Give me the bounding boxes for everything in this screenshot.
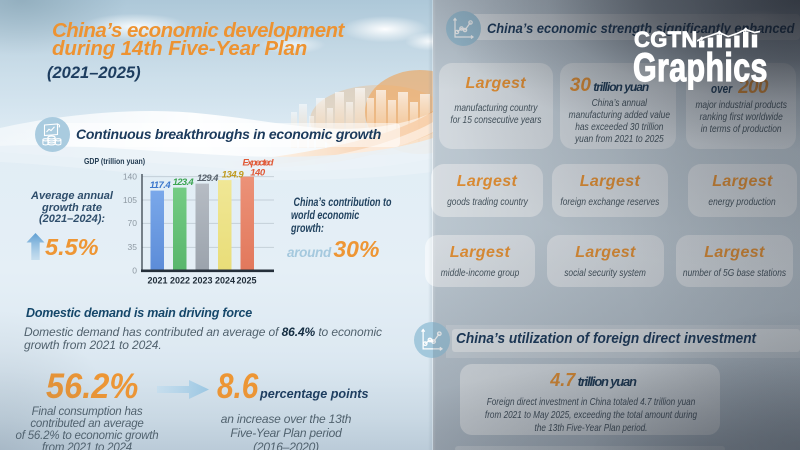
svg-text:129.4: 129.4 xyxy=(197,173,219,184)
svg-text:2024: 2024 xyxy=(215,276,235,286)
svg-text:123.4: 123.4 xyxy=(173,177,195,188)
svg-text:105: 105 xyxy=(123,195,137,205)
svg-text:Expected: Expected xyxy=(243,158,274,169)
svg-text:2023: 2023 xyxy=(193,276,213,286)
svg-text:117.4: 117.4 xyxy=(150,180,172,191)
svg-text:35: 35 xyxy=(128,242,138,252)
svg-text:2025: 2025 xyxy=(237,276,257,286)
svg-text:0: 0 xyxy=(132,266,137,276)
svg-text:2022: 2022 xyxy=(170,276,190,286)
svg-text:140: 140 xyxy=(250,167,266,178)
svg-text:2021: 2021 xyxy=(148,276,168,286)
svg-text:70: 70 xyxy=(128,218,138,228)
svg-text:140: 140 xyxy=(123,171,137,181)
svg-text:134.9: 134.9 xyxy=(222,169,245,180)
